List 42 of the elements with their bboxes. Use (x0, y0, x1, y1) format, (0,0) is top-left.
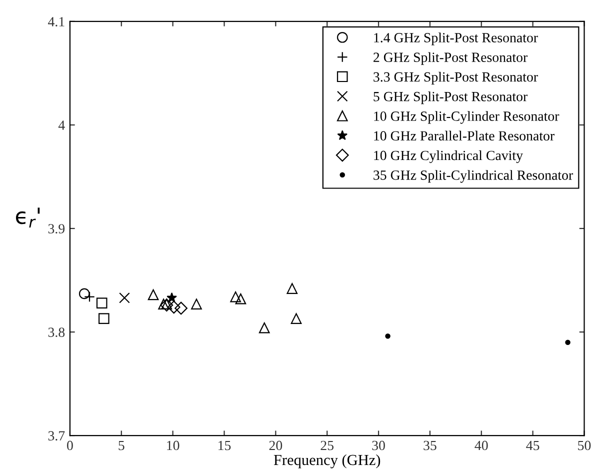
x-tick-label: 30 (372, 440, 385, 450)
x-tick-label: 0 (67, 440, 73, 450)
y-tick-label: 3.7 (48, 431, 65, 441)
point (119, 292, 130, 304)
point (174, 302, 188, 315)
legend-label: 3.3 GHz Split-Post Resonator (374, 72, 538, 84)
legend-label: 5 GHz Split-Post Resonator (374, 91, 528, 104)
point (96, 298, 108, 308)
x-tick-label: 35 (424, 440, 436, 450)
x-tick-label: 10 (167, 440, 180, 450)
legend-label: 35 GHz Split-Cylindrical Resonator (374, 170, 574, 183)
legend-label: 10 GHz Parallel-Plate Resonator (374, 130, 554, 141)
x-axis-title: Frequency (GHz) (274, 454, 380, 468)
y-tick-label: 4.1 (48, 17, 64, 26)
x-tick-label: 25 (320, 440, 334, 450)
point (98, 313, 110, 324)
y-tick-label: 3.8 (48, 328, 65, 338)
x-tick-label: 50 (578, 440, 591, 450)
y-tick-label: 3.9 (48, 224, 65, 234)
legend-label: 1.4 GHz Split-Post Resonator (374, 32, 538, 46)
point (385, 334, 390, 339)
x-tick-label: 15 (218, 440, 231, 450)
y-tick-label: 4 (58, 120, 65, 130)
point (191, 298, 202, 310)
point (167, 300, 180, 314)
legend-label: 10 GHz Cylindrical Cavity (374, 150, 523, 164)
point (230, 291, 241, 302)
x-tick-label: 5 (118, 440, 124, 450)
x-tick-label: 20 (269, 440, 282, 450)
y-axis-title: ϵ$_{r}$' (16, 208, 40, 228)
point (160, 298, 174, 312)
x-tick-label: 40 (474, 440, 488, 450)
point (78, 288, 90, 300)
x-tick-label: 45 (526, 440, 540, 450)
point (286, 283, 298, 294)
point (258, 322, 270, 334)
point (565, 340, 570, 345)
legend-label: 2 GHz Split-Post Resonator (374, 52, 528, 65)
point (235, 293, 246, 304)
point (148, 289, 159, 300)
legend-label: 10 GHz Split-Cylinder Resonator (374, 111, 560, 124)
point (290, 313, 302, 324)
